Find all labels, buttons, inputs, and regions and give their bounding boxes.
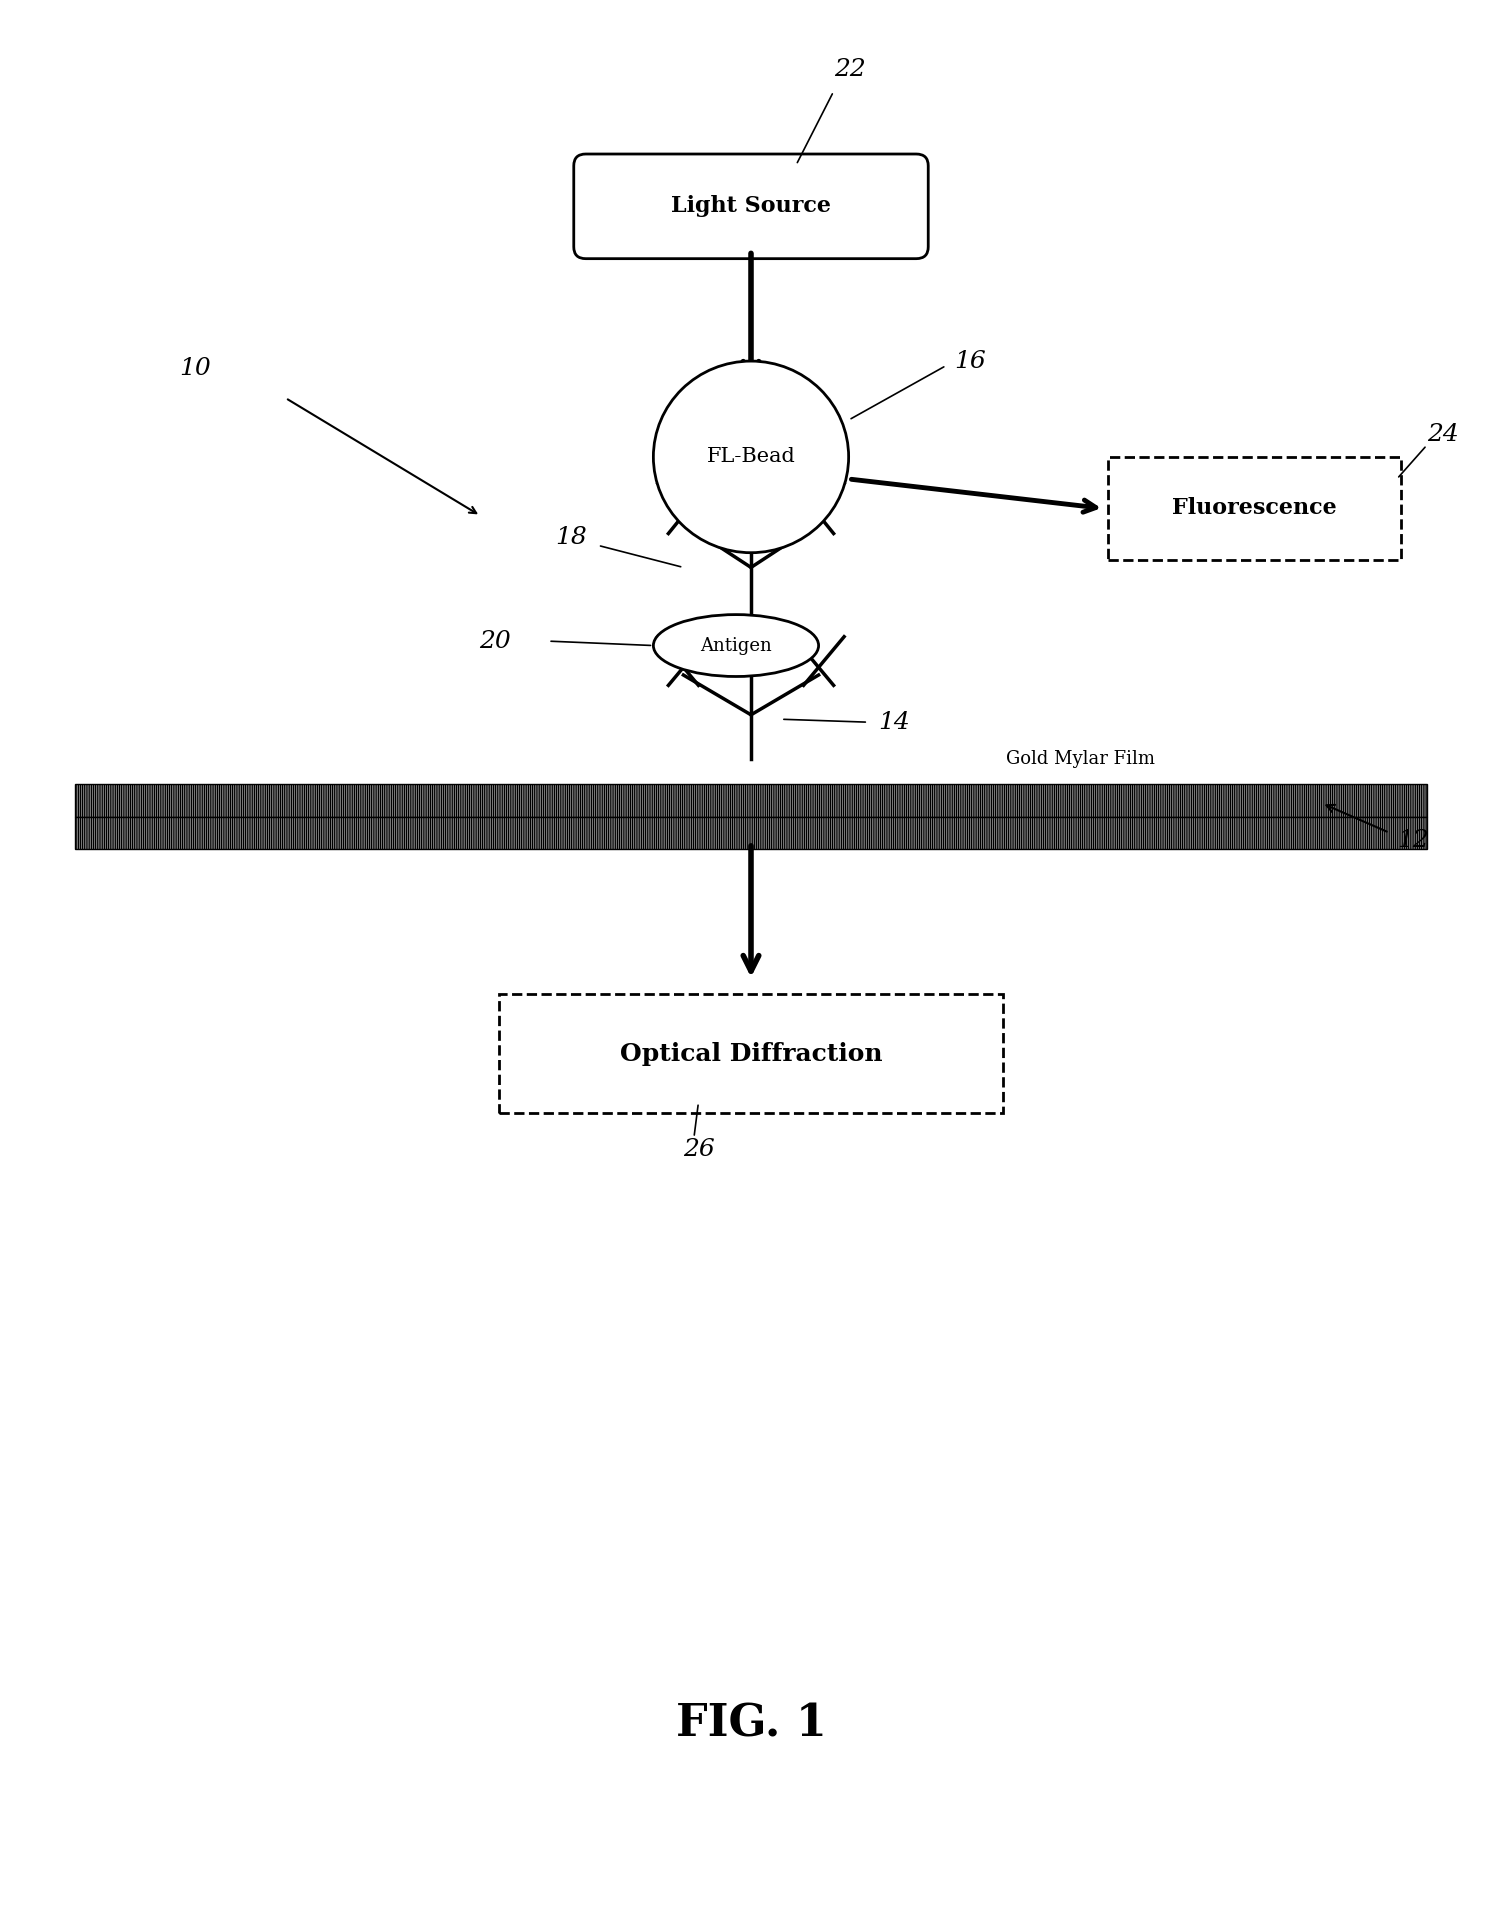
Bar xyxy=(75,816,1427,849)
Text: 22: 22 xyxy=(834,57,865,80)
Text: Fluorescence: Fluorescence xyxy=(1172,498,1337,519)
Text: 20: 20 xyxy=(479,630,511,653)
Bar xyxy=(75,784,1427,816)
Ellipse shape xyxy=(653,615,819,676)
Circle shape xyxy=(653,360,849,552)
Text: FIG. 1: FIG. 1 xyxy=(676,1703,826,1745)
Text: 14: 14 xyxy=(879,711,910,734)
Text: 18: 18 xyxy=(554,527,587,550)
FancyBboxPatch shape xyxy=(1108,456,1401,559)
Text: 16: 16 xyxy=(954,349,985,372)
Text: Light Source: Light Source xyxy=(671,195,831,217)
Text: 26: 26 xyxy=(683,1138,715,1161)
Text: 10: 10 xyxy=(179,356,212,379)
Text: Gold Mylar Film: Gold Mylar Film xyxy=(1006,749,1155,768)
FancyBboxPatch shape xyxy=(499,994,1003,1113)
Text: Optical Diffraction: Optical Diffraction xyxy=(620,1042,882,1065)
Text: FL-Bead: FL-Bead xyxy=(706,448,796,466)
Text: 24: 24 xyxy=(1427,423,1458,446)
Text: Antigen: Antigen xyxy=(700,636,772,655)
FancyBboxPatch shape xyxy=(574,153,928,259)
Text: 12: 12 xyxy=(1397,828,1428,851)
